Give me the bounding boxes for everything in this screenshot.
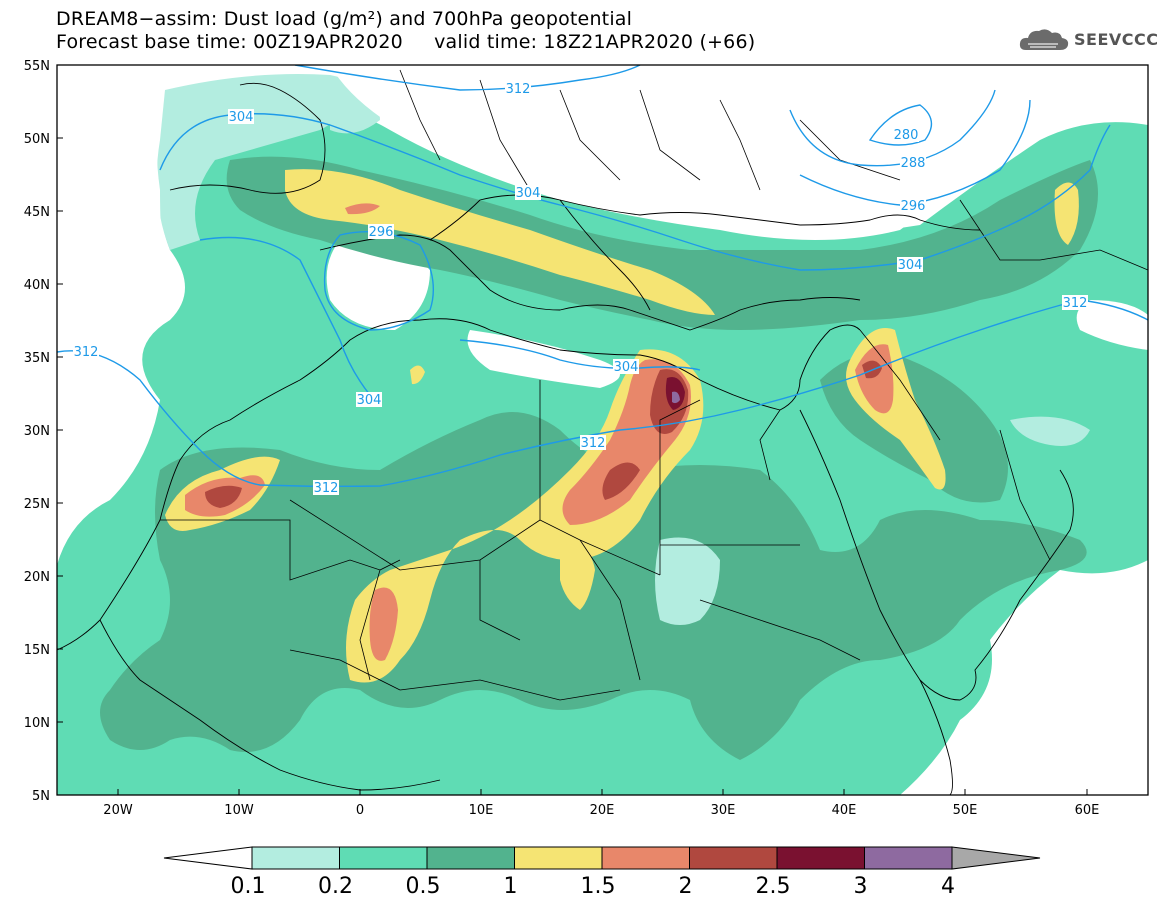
coastlines — [57, 82, 1074, 795]
lon-label: 10W — [224, 803, 254, 818]
lat-label: 50N — [24, 132, 50, 147]
lat-label: 20N — [24, 570, 50, 585]
dust-field-1-morocco — [410, 365, 425, 385]
lat-label: 40N — [24, 278, 50, 293]
contour-label: 312 — [1063, 296, 1088, 311]
lon-label: 40E — [832, 803, 857, 818]
dust-field-2-western-sahara — [205, 485, 242, 508]
lon-label: 0 — [356, 803, 364, 818]
clear-area-atlantic — [57, 65, 170, 500]
map-plot-area: 312 304 280 288 296 304 296 304 312 312 … — [57, 65, 1148, 795]
lon-label: 50E — [953, 803, 978, 818]
colorbar-segment — [251, 846, 340, 870]
latitude-labels: 55N 50N 45N 40N 35N 30N 25N 20N 15N 10N … — [24, 59, 50, 804]
dust-field-1-caspian — [1054, 182, 1079, 245]
clear-area-med — [467, 330, 620, 388]
dust-field-0.5-sahara — [100, 412, 1087, 760]
lat-label: 35N — [24, 351, 50, 366]
lat-label: 45N — [24, 205, 50, 220]
colorbar-segment — [864, 846, 953, 870]
colorbar-segment — [426, 846, 515, 870]
lon-label: 10E — [469, 803, 494, 818]
dust-field-1.5-niger — [369, 587, 398, 661]
lon-label: 60E — [1075, 803, 1100, 818]
logo-text: SEEVCCC — [1074, 29, 1159, 49]
contour-label: 304 — [614, 360, 639, 375]
colorbar-label: 0.1 — [231, 874, 266, 899]
dust-field-3-libya — [672, 391, 680, 404]
colorbar-segment — [339, 846, 428, 870]
geopotential-contours — [57, 65, 1148, 488]
colorbar-label: 1 — [504, 874, 518, 899]
lat-label: 5N — [32, 789, 50, 804]
dust-field-0.1 — [156, 74, 343, 250]
colorbar-under-triangle — [163, 846, 253, 870]
lat-label: 30N — [24, 424, 50, 439]
colorbar-label: 3 — [854, 874, 868, 899]
colorbar-label: 2 — [679, 874, 693, 899]
map-title: DREAM8−assim: Dust load (g/m²) and 700hP… — [56, 8, 633, 30]
colorbar-segment — [776, 846, 865, 870]
colorbar-segment — [514, 846, 603, 870]
lon-label: 30E — [711, 803, 736, 818]
contour-label: 288 — [901, 156, 926, 171]
colorbar-over-triangle — [951, 846, 1041, 870]
low-dust-patch-sudan — [1010, 416, 1090, 446]
dust-field-1-europe-band — [285, 169, 715, 315]
contour-label: 280 — [894, 128, 919, 143]
colorbar-segment — [689, 846, 778, 870]
lat-label: 25N — [24, 497, 50, 512]
forecast-time-subtitle: Forecast base time: 00Z19APR2020 valid t… — [56, 31, 756, 53]
contour-label: 304 — [357, 393, 382, 408]
contour-label: 296 — [901, 199, 926, 214]
contour-label: 304 — [898, 258, 923, 273]
low-dust-patch-chad — [655, 537, 720, 625]
colorbar-label: 0.5 — [406, 874, 441, 899]
contour-label: 304 — [229, 110, 254, 125]
clear-area-europe — [330, 65, 1148, 233]
lat-label: 10N — [24, 716, 50, 731]
seevccc-logo: SEEVCCC — [1018, 26, 1159, 52]
contour-label: 312 — [74, 345, 99, 360]
dust-field-1-tchad — [560, 544, 595, 610]
longitude-labels: 20W 10W 0 10E 20E 30E 40E 50E 60E — [103, 803, 1099, 818]
dust-field-0.1-nw — [330, 75, 380, 134]
contour-label: 304 — [516, 186, 541, 201]
dust-field-1.5-france — [345, 203, 380, 215]
colorbar-label: 2.5 — [756, 874, 791, 899]
contour-label: 312 — [314, 481, 339, 496]
contour-label: 312 — [581, 436, 606, 451]
country-borders — [160, 69, 1148, 701]
contour-labels: 312 304 280 288 296 304 296 304 312 312 … — [73, 81, 1088, 496]
contour-label: 296 — [369, 225, 394, 240]
colorbar-label: 0.2 — [318, 874, 353, 899]
lon-label: 20E — [590, 803, 615, 818]
colorbar-label: 1.5 — [581, 874, 616, 899]
axis-ticks — [57, 64, 1088, 795]
dust-field-0.5-europe — [226, 156, 1098, 330]
lat-label: 55N — [24, 59, 50, 74]
lat-label: 15N — [24, 643, 50, 658]
dust-field-2-libya-south — [602, 462, 640, 500]
colorbar: 0.1 0.2 0.5 1 1.5 2 2.5 3 4 — [163, 846, 1041, 899]
dust-field-1.5-iraq — [855, 344, 894, 414]
cloud-icon — [1019, 29, 1069, 50]
lon-label: 20W — [103, 803, 133, 818]
colorbar-segment — [601, 846, 690, 870]
colorbar-label: 4 — [941, 874, 955, 899]
contour-label: 312 — [506, 82, 531, 97]
